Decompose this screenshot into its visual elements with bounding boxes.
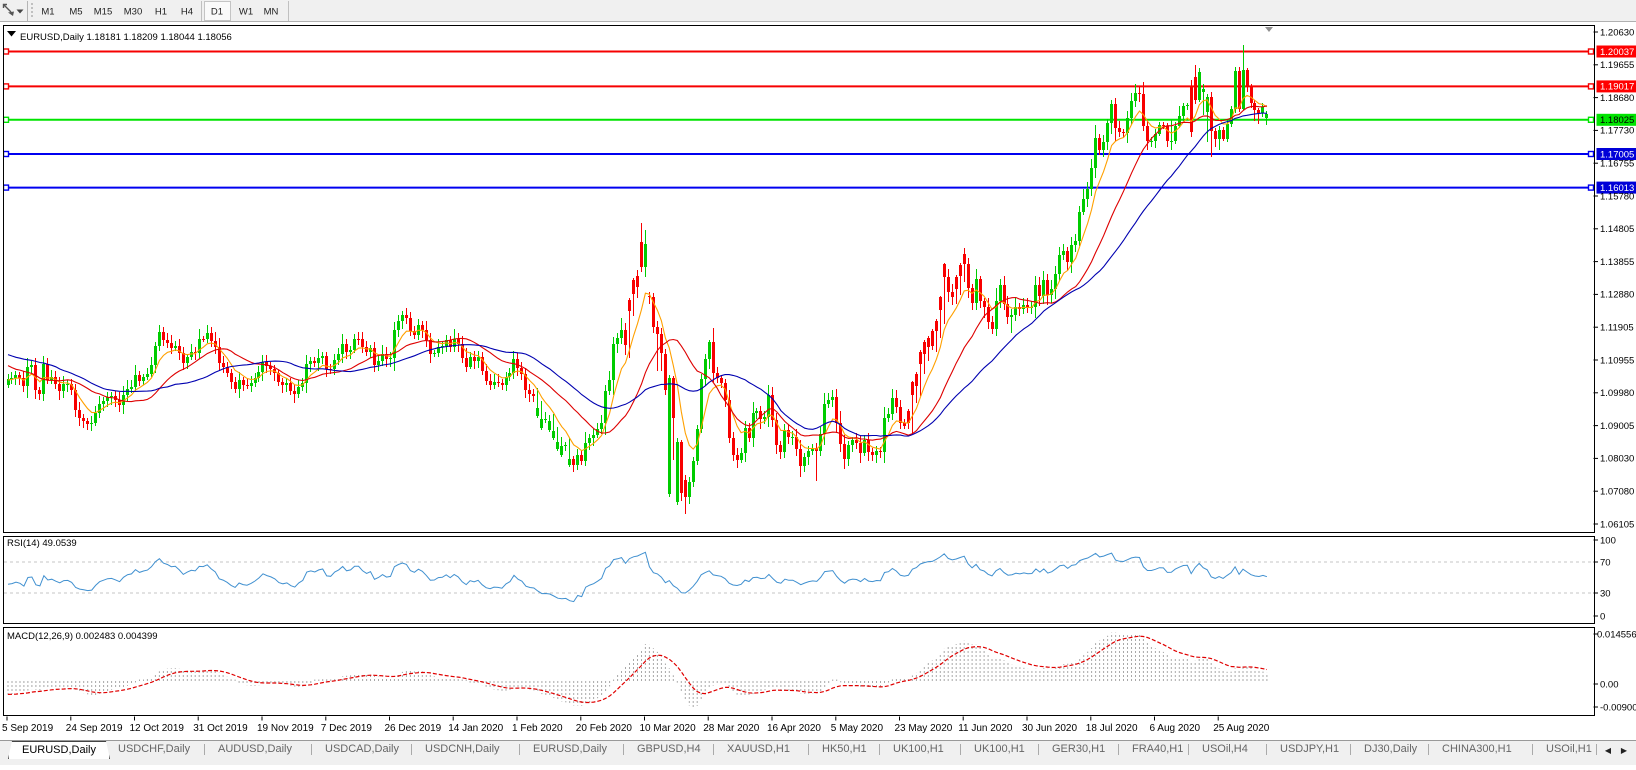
svg-text:EURUSD,Daily 1.18181 1.18209: EURUSD,Daily 1.18181 1.18209 1.18044 1.1… (20, 32, 232, 43)
svg-text:1.18680: 1.18680 (1600, 93, 1634, 104)
svg-text:W1: W1 (239, 7, 253, 18)
svg-text:1.11905: 1.11905 (1600, 323, 1634, 334)
svg-text:30: 30 (1600, 588, 1611, 599)
svg-text:20 Feb 2020: 20 Feb 2020 (576, 723, 633, 734)
svg-text:D1: D1 (211, 7, 223, 18)
svg-text:18 Jul 2020: 18 Jul 2020 (1086, 723, 1138, 734)
svg-text:100: 100 (1600, 535, 1616, 546)
svg-text:0.014556: 0.014556 (1597, 629, 1636, 640)
svg-text:19 Nov 2019: 19 Nov 2019 (257, 723, 314, 734)
svg-text:70: 70 (1600, 557, 1611, 568)
svg-text:5 Sep 2019: 5 Sep 2019 (2, 723, 54, 734)
svg-text:1.16755: 1.16755 (1600, 159, 1634, 170)
svg-text:1.18025: 1.18025 (1600, 115, 1634, 126)
svg-text:1 Feb 2020: 1 Feb 2020 (512, 723, 563, 734)
svg-text:H4: H4 (181, 7, 193, 18)
svg-text:1.10955: 1.10955 (1600, 355, 1634, 366)
svg-text:10 Mar 2020: 10 Mar 2020 (640, 723, 697, 734)
svg-text:1.12880: 1.12880 (1600, 290, 1634, 301)
svg-text:1.09980: 1.09980 (1600, 388, 1634, 399)
svg-text:25 Aug 2020: 25 Aug 2020 (1213, 723, 1270, 734)
svg-text:1.17730: 1.17730 (1600, 126, 1634, 137)
svg-text:14 Jan 2020: 14 Jan 2020 (448, 723, 503, 734)
svg-text:24 Sep 2019: 24 Sep 2019 (66, 723, 123, 734)
svg-text:28 Mar 2020: 28 Mar 2020 (703, 723, 760, 734)
svg-text:1.07080: 1.07080 (1600, 487, 1634, 498)
svg-text:1.14805: 1.14805 (1600, 224, 1634, 235)
svg-text:0: 0 (1600, 611, 1605, 622)
svg-text:16 Apr 2020: 16 Apr 2020 (767, 723, 821, 734)
svg-text:-0.00900: -0.00900 (1600, 702, 1636, 713)
svg-text:M30: M30 (124, 7, 142, 18)
svg-text:M5: M5 (69, 7, 82, 18)
svg-text:1.19655: 1.19655 (1600, 60, 1634, 71)
svg-text:26 Dec 2019: 26 Dec 2019 (385, 723, 442, 734)
svg-text:31 Oct 2019: 31 Oct 2019 (193, 723, 248, 734)
svg-text:1.20630: 1.20630 (1600, 27, 1634, 38)
svg-text:1.15780: 1.15780 (1600, 191, 1634, 202)
svg-text:0.00: 0.00 (1600, 679, 1619, 690)
svg-text:M15: M15 (94, 7, 112, 18)
svg-text:1.08030: 1.08030 (1600, 454, 1634, 465)
svg-text:RSI(14) 49.0539: RSI(14) 49.0539 (7, 538, 77, 549)
svg-text:M1: M1 (41, 7, 54, 18)
svg-text:23 May 2020: 23 May 2020 (895, 723, 953, 734)
svg-text:1.13855: 1.13855 (1600, 257, 1634, 268)
svg-text:H1: H1 (155, 7, 167, 18)
svg-text:5 May 2020: 5 May 2020 (831, 723, 884, 734)
svg-text:MN: MN (264, 7, 279, 18)
svg-text:MACD(12,26,9) 0.002483 0.00439: MACD(12,26,9) 0.002483 0.004399 (7, 631, 158, 642)
svg-text:11 Jun 2020: 11 Jun 2020 (958, 723, 1013, 734)
svg-text:1.09005: 1.09005 (1600, 421, 1634, 432)
svg-text:7 Dec 2019: 7 Dec 2019 (321, 723, 373, 734)
svg-text:30 Jun 2020: 30 Jun 2020 (1022, 723, 1077, 734)
svg-text:1.06105: 1.06105 (1600, 519, 1634, 530)
svg-text:1.20037: 1.20037 (1600, 47, 1634, 58)
svg-text:6 Aug 2020: 6 Aug 2020 (1150, 723, 1201, 734)
svg-text:1.19017: 1.19017 (1600, 82, 1634, 93)
svg-text:12 Oct 2019: 12 Oct 2019 (130, 723, 185, 734)
